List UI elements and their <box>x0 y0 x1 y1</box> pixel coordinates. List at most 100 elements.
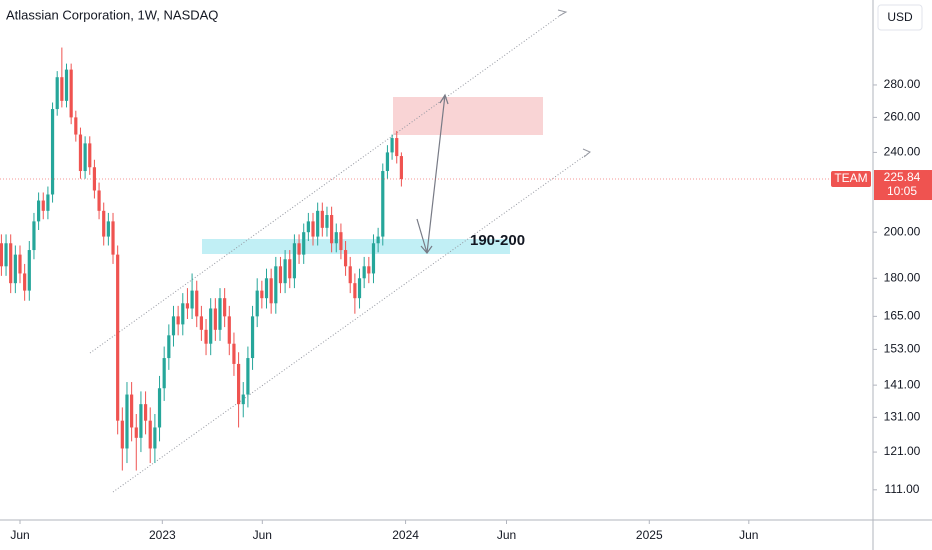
candle-body <box>325 215 329 228</box>
candle-body <box>260 290 264 299</box>
candle-body <box>23 273 27 291</box>
arrowheads <box>420 93 449 254</box>
candle-body <box>55 77 59 110</box>
candle-body <box>390 138 394 153</box>
candle-body <box>241 394 245 405</box>
candle-body <box>167 335 171 359</box>
candle-body <box>27 250 31 291</box>
candle-body <box>69 69 73 118</box>
candle-body <box>278 266 283 284</box>
candle-body <box>218 298 222 330</box>
candle-body <box>78 134 83 172</box>
candle-body <box>302 232 306 255</box>
y-tick-label: 121.00 <box>884 444 921 458</box>
y-tick-label: 240.00 <box>884 145 921 159</box>
candle-body <box>274 266 278 304</box>
candle-body <box>232 343 236 364</box>
candle-body <box>176 316 180 325</box>
y-tick-label: 260.00 <box>884 110 921 124</box>
candle-body <box>255 290 259 317</box>
channel-arrowheads <box>557 9 591 158</box>
candle-body <box>311 221 315 237</box>
candle-body <box>209 308 213 344</box>
candle-body <box>116 254 120 421</box>
y-tick-label: 111.00 <box>885 482 920 496</box>
y-tick-label: 131.00 <box>884 409 921 423</box>
x-tick-label: Jun <box>497 528 516 542</box>
x-tick-label: 2025 <box>636 528 663 542</box>
candle-body <box>153 427 157 449</box>
candle-body <box>102 210 106 237</box>
candle-body <box>171 316 176 336</box>
candle-body <box>283 259 287 284</box>
candle-body <box>13 254 17 284</box>
candle-body <box>385 152 390 172</box>
candle-body <box>297 243 301 255</box>
price-tag <box>874 170 932 201</box>
candle-body <box>199 316 203 330</box>
candle-body <box>0 243 3 267</box>
candle-body <box>236 363 241 405</box>
candle-body <box>139 404 143 438</box>
y-tick-label: 180.00 <box>884 270 921 284</box>
candle-body <box>37 200 41 222</box>
y-tick-label: 280.00 <box>884 77 921 91</box>
candle-body <box>125 394 129 449</box>
candle-body <box>320 210 324 228</box>
candle-body <box>92 167 97 191</box>
candle-body <box>334 232 338 244</box>
currency[interactable]: USD <box>887 10 913 24</box>
candle-body <box>306 221 310 233</box>
candle-body <box>204 329 208 344</box>
candle-body <box>316 210 320 237</box>
x-tick-label: 2023 <box>149 528 176 542</box>
symbol-label: TEAM <box>834 171 867 185</box>
candle-body <box>339 232 343 251</box>
candle-body <box>111 221 115 255</box>
candle-body <box>264 278 269 299</box>
candle-body <box>381 171 385 237</box>
support-zone <box>202 239 510 254</box>
candle-body <box>362 266 366 279</box>
candle-body <box>376 236 380 244</box>
candle-body <box>223 298 227 317</box>
candle-body <box>18 254 22 274</box>
y-tick-label: 153.00 <box>884 342 921 356</box>
zone-label: 190-200 <box>470 232 525 249</box>
candle-body <box>250 316 255 359</box>
candle-body <box>353 283 357 299</box>
candle-body <box>330 215 334 244</box>
candles <box>0 47 873 471</box>
candle-body <box>292 243 297 279</box>
x-tick-label: 2024 <box>392 528 419 542</box>
candle-body <box>9 243 13 284</box>
currency-button[interactable] <box>877 4 923 31</box>
candle-body <box>143 404 148 421</box>
candle-body <box>41 200 45 211</box>
candle-body <box>148 420 152 449</box>
chart-title: Atlassian Corporation, 1W, NASDAQ <box>6 7 218 22</box>
candle-body <box>213 308 217 330</box>
candle-body <box>195 290 199 317</box>
y-tick-label: 165.00 <box>884 309 921 323</box>
candle-body <box>74 117 78 135</box>
candle-body <box>367 266 371 274</box>
candle-body <box>395 138 399 157</box>
candle-body <box>227 316 231 344</box>
candle-body <box>50 109 55 195</box>
x-tick-label: Jun <box>10 528 29 542</box>
candle-body <box>190 290 194 309</box>
candle-body <box>357 278 362 299</box>
candle-body <box>162 358 166 389</box>
candle-body <box>371 243 376 274</box>
candle-body <box>32 221 36 251</box>
candle-body <box>64 69 69 101</box>
candle-body <box>134 427 138 438</box>
candle-body <box>246 358 250 395</box>
candle-body <box>88 143 92 168</box>
candle-body <box>185 303 190 309</box>
candle-body <box>60 77 64 101</box>
candle-body <box>4 243 8 267</box>
